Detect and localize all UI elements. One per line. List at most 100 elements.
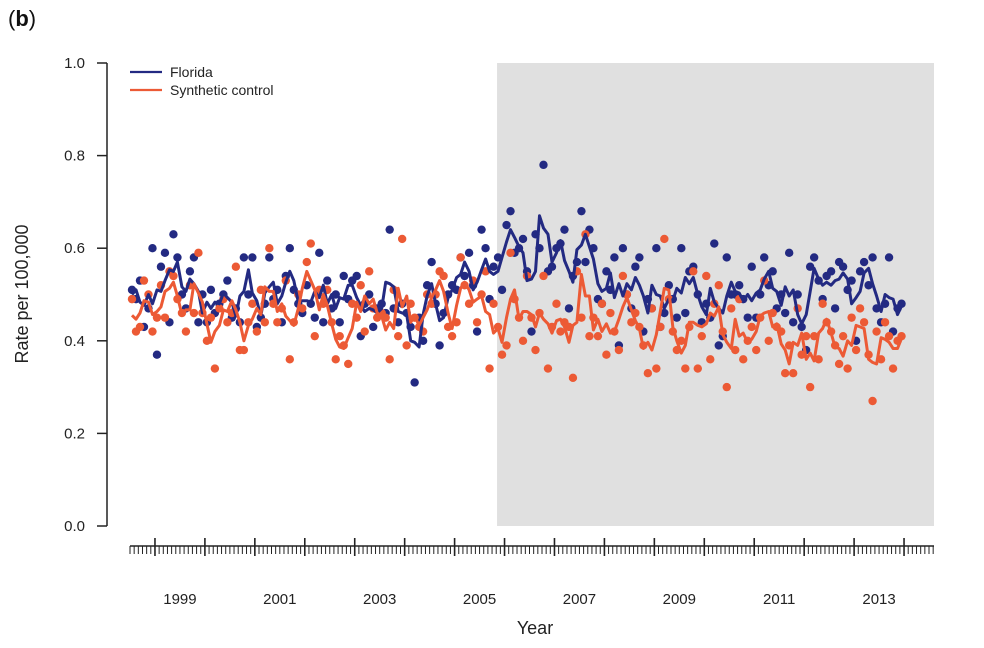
florida-point [805, 262, 815, 271]
florida-point [780, 308, 790, 318]
synthetic-point [556, 327, 565, 336]
panel-label-letter: b [15, 6, 29, 31]
synthetic-point [502, 341, 511, 350]
florida-point [577, 206, 586, 216]
synthetic-point [489, 299, 498, 308]
florida-point [506, 206, 515, 216]
synthetic-point [714, 281, 723, 290]
synthetic-point [439, 271, 448, 281]
florida-point [868, 253, 877, 262]
florida-point [710, 239, 719, 248]
x-tick-label: 2011 [763, 591, 795, 608]
florida-point [564, 304, 574, 313]
x-tick-label: 2007 [563, 591, 596, 608]
synthetic-point [539, 271, 548, 281]
synthetic-point [189, 308, 199, 318]
florida-point [464, 248, 474, 258]
legend-label-florida: Florida [170, 64, 213, 80]
synthetic-point [464, 299, 474, 308]
synthetic-point [868, 396, 877, 406]
synthetic-point [693, 364, 702, 373]
x-tick-label: 2003 [363, 591, 396, 608]
florida-point [581, 257, 590, 267]
synthetic-point [884, 331, 894, 341]
synthetic-point [447, 331, 457, 341]
florida-point [747, 262, 756, 271]
florida-point [156, 262, 166, 271]
synthetic-point [788, 369, 798, 378]
florida-point [310, 313, 319, 322]
synthetic-point [223, 318, 232, 327]
florida-point [323, 276, 332, 285]
y-axis: 0.0 0.2 0.4 0.6 0.8 1.0 [64, 55, 108, 535]
synthetic-point [764, 336, 773, 345]
florida-point [244, 290, 253, 299]
florida-point [315, 248, 324, 258]
synthetic-point [834, 359, 844, 369]
x-tick-label: 2009 [663, 591, 696, 608]
synthetic-point [356, 281, 365, 290]
x-axis: 1999 2001 2003 2005 2007 2009 2011 2013 [129, 538, 934, 608]
florida-point [477, 225, 486, 234]
synthetic-point [606, 308, 615, 318]
synthetic-point [273, 318, 282, 327]
points-layer [127, 160, 906, 406]
y-tick-label: 0.8 [64, 148, 85, 165]
synthetic-point [385, 355, 394, 364]
synthetic-point [148, 327, 157, 336]
florida-point [722, 253, 731, 262]
florida-point [884, 253, 894, 262]
florida-point [194, 318, 203, 327]
panel-label-close: ) [28, 6, 37, 31]
florida-point [897, 299, 906, 308]
florida-point [365, 290, 374, 299]
florida-point [319, 318, 328, 327]
synthetic-point [727, 304, 736, 313]
florida-point [335, 318, 344, 327]
synthetic-point [897, 331, 906, 341]
synthetic-point [593, 331, 603, 341]
synthetic-point [260, 318, 270, 327]
synthetic-point [643, 369, 653, 378]
florida-point [560, 225, 569, 234]
synthetic-point [597, 299, 607, 308]
florida-point [352, 271, 361, 281]
synthetic-point [206, 313, 216, 322]
synthetic-point [577, 313, 586, 322]
florida-point [864, 281, 873, 290]
synthetic-point [518, 336, 528, 345]
synthetic-point [855, 304, 865, 313]
synthetic-point [805, 382, 815, 392]
legend-label-synthetic: Synthetic control [170, 82, 274, 98]
florida-point [743, 313, 752, 322]
florida-point [681, 308, 690, 318]
florida-point [339, 271, 348, 281]
florida-point [248, 253, 257, 262]
florida-point [855, 267, 865, 276]
florida-point [618, 244, 628, 253]
synthetic-point [722, 382, 731, 392]
synthetic-point [306, 239, 315, 248]
florida-point [285, 244, 295, 253]
legend: Florida Synthetic control [130, 64, 274, 98]
synthetic-point [506, 248, 515, 258]
synthetic-point [139, 276, 149, 285]
florida-point [206, 285, 216, 295]
synthetic-point [194, 248, 203, 258]
florida-point [169, 230, 178, 239]
shaded-region [497, 63, 934, 526]
synthetic-point [859, 318, 869, 327]
florida-point [664, 281, 674, 290]
florida-point [539, 160, 548, 170]
synthetic-point [660, 234, 669, 244]
synthetic-point [360, 327, 369, 336]
synthetic-point [747, 322, 756, 332]
synthetic-point [706, 355, 715, 364]
florida-point [788, 318, 798, 327]
florida-point [838, 262, 848, 271]
florida-point [427, 257, 436, 267]
synthetic-point [872, 327, 881, 336]
synthetic-point [689, 267, 698, 276]
synthetic-point [365, 267, 374, 276]
